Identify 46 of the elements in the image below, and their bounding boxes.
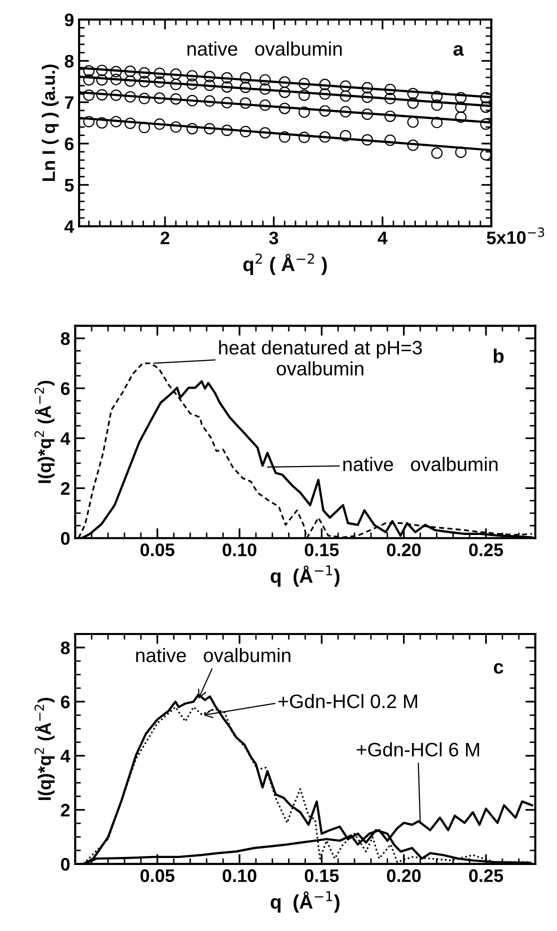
- y-tick-label: 6: [64, 137, 74, 150]
- x-tick-label: 0.20: [386, 543, 421, 556]
- x-axis-title: q (Å$^{−1}$): [270, 565, 340, 587]
- annotation: heat denatured at pH=3 ovalbumin: [219, 340, 422, 376]
- y-tick-label: 8: [60, 332, 70, 346]
- y-tick-label: 6: [60, 696, 70, 708]
- x-tick-label: 2: [160, 232, 170, 244]
- y-tick-label: 7: [64, 96, 74, 109]
- x-axis-title: q (Å$^{−1}$): [270, 891, 340, 913]
- y-tick-label: 4: [60, 432, 70, 445]
- annotation: +Gdn-HCl 6 M: [356, 742, 480, 757]
- y-tick-label: 2: [60, 482, 70, 495]
- y-tick-label: 9: [64, 13, 74, 26]
- y-tick-label: 5: [64, 179, 74, 192]
- x-tick-label: 3: [269, 232, 278, 244]
- y-axis-title: I(q)*q$^{2}$ (Å$^{−2}$): [34, 380, 55, 483]
- x-tick-label: 0.15: [304, 543, 339, 556]
- y-tick-label: 2: [60, 804, 70, 816]
- y-tick-label: 4: [60, 750, 70, 762]
- x-tick-label: 4: [378, 232, 388, 244]
- y-tick-label: 6: [60, 382, 70, 395]
- x-tick-label: 0.10: [222, 869, 256, 882]
- x-tick-label: 0.10: [222, 543, 256, 556]
- text: x10$^{−3}$: [496, 227, 544, 244]
- x-tick-label: 0.05: [140, 869, 174, 882]
- y-tick-label: 0: [61, 532, 70, 545]
- annotation: b: [494, 348, 504, 363]
- x-tick-label: 0.25: [469, 543, 504, 556]
- x-tick-label: 0.20: [386, 869, 421, 882]
- y-tick-label: 4: [64, 220, 74, 233]
- y-tick-label: 8: [64, 54, 74, 68]
- annotation: c: [494, 663, 504, 674]
- y-axis-title: I(q)*q$^{2}$ (Å$^{−2}$): [34, 698, 55, 800]
- y-axis-title: Ln I ( q ) (a.u.): [42, 64, 59, 181]
- annotation: native ovalbumin: [188, 41, 342, 56]
- x-axis-title: q$^{2}$ ( Å$^{−2}$ ): [243, 253, 327, 276]
- y-tick-label: 0: [61, 858, 70, 871]
- x-tick-label: 0.15: [304, 869, 339, 882]
- x-tick-label: 0.25: [469, 869, 504, 882]
- y-tick-label: 8: [60, 641, 70, 654]
- x-tick-label: 5: [486, 232, 496, 244]
- annotation: native ovalbumin: [343, 456, 498, 472]
- x-tick-label: 0.05: [140, 543, 174, 556]
- annotation: native ovalbumin: [136, 648, 290, 662]
- annotation: +Gdn-HCl 0.2 M: [278, 694, 418, 708]
- annotation: a: [453, 45, 464, 56]
